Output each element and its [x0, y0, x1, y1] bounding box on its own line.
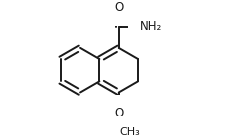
Text: CH₃: CH₃ [119, 127, 140, 137]
Text: O: O [114, 107, 123, 120]
Text: NH₂: NH₂ [140, 20, 162, 33]
Text: O: O [114, 1, 123, 14]
